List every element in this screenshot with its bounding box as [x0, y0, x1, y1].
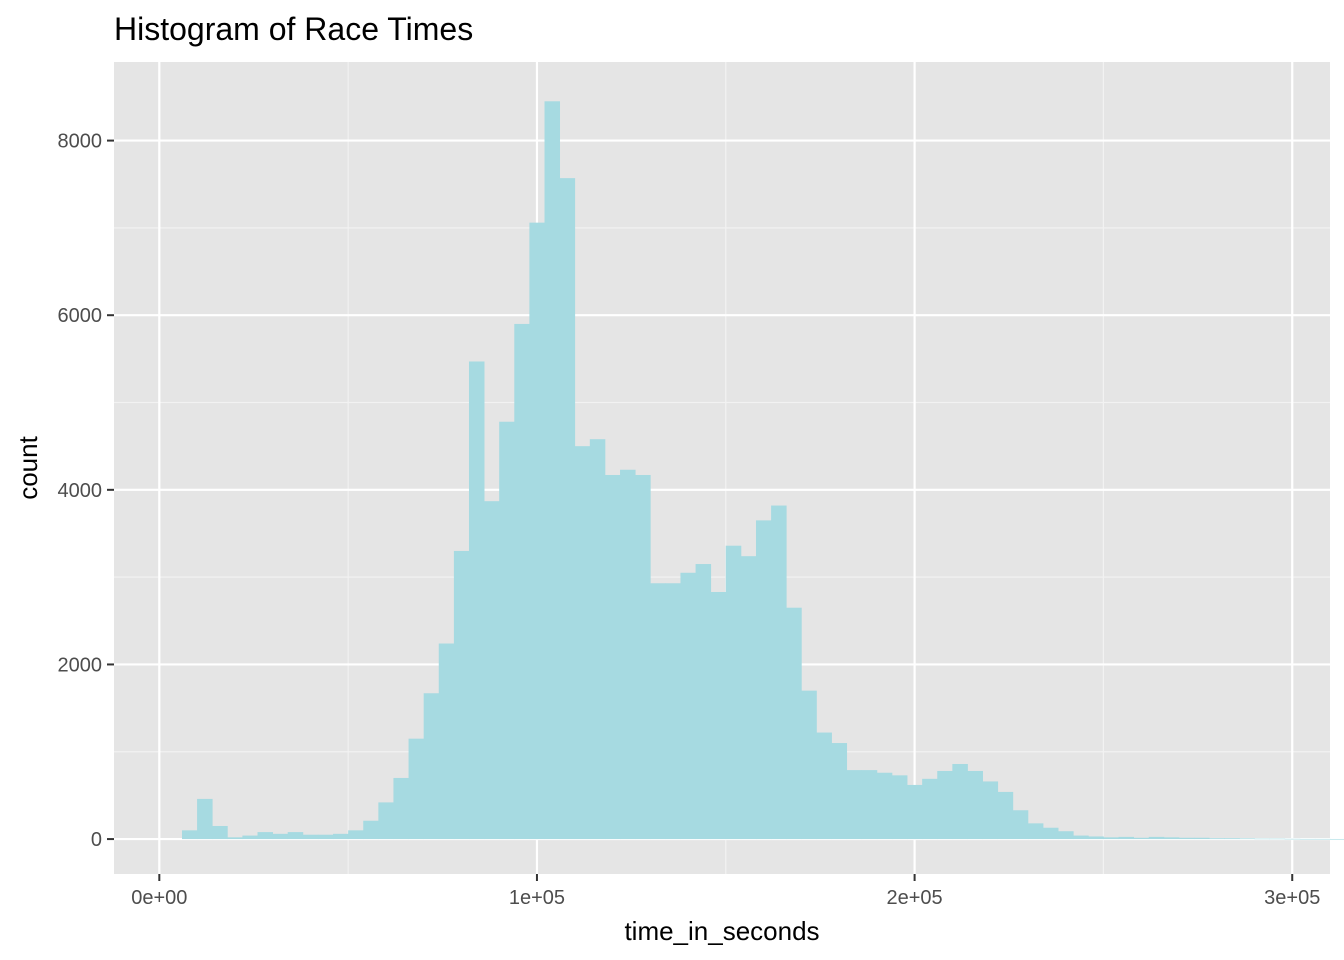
histogram-bar [1330, 838, 1344, 840]
histogram-bar [1269, 838, 1286, 840]
x-tick-label: 0e+00 [131, 887, 187, 909]
histogram-bar [650, 583, 666, 840]
y-axis-title: count [13, 435, 43, 499]
histogram-bar [589, 439, 606, 840]
x-tick-label: 1e+05 [509, 887, 565, 909]
histogram-bars [181, 101, 1344, 840]
histogram-bar [891, 775, 908, 840]
histogram-bar [604, 474, 621, 840]
histogram-bar [635, 474, 651, 840]
histogram-bar [302, 834, 319, 840]
histogram-bar [967, 770, 983, 840]
histogram-bar [1103, 837, 1119, 840]
histogram-bar [544, 101, 561, 840]
y-axis-ticks: 0 2000 4000 6000 8000 [58, 131, 114, 851]
histogram-bar [952, 763, 968, 840]
chart-title: Histogram of Race Times [114, 11, 473, 47]
histogram-bar [695, 564, 712, 840]
histogram-bar [907, 784, 923, 840]
histogram-bar [740, 556, 757, 840]
histogram-bar [514, 323, 530, 840]
histogram-bar [363, 820, 379, 840]
histogram-bar [1194, 837, 1210, 840]
histogram-bar [937, 770, 953, 840]
histogram-bar [1012, 810, 1029, 840]
x-tick-label: 2e+05 [887, 887, 943, 909]
y-tick-label: 2000 [58, 654, 103, 676]
histogram-bar [1058, 831, 1074, 840]
histogram-bar [982, 781, 999, 840]
histogram-bar [438, 643, 455, 840]
histogram-bar [1254, 838, 1270, 840]
histogram-bar [997, 791, 1014, 840]
histogram-bar [1163, 837, 1180, 840]
histogram-bar [197, 798, 213, 840]
histogram-bar [559, 178, 576, 840]
histogram-bar [771, 505, 787, 840]
histogram-bar [393, 777, 409, 840]
histogram-bar [227, 837, 243, 840]
x-axis-title: time_in_seconds [624, 916, 819, 946]
histogram-bar [181, 830, 198, 840]
histogram-bar [529, 222, 545, 840]
y-tick-label: 6000 [58, 305, 103, 327]
histogram-bar [801, 690, 817, 840]
histogram-bar [212, 825, 228, 840]
histogram-bar [348, 830, 364, 840]
histogram-bar [1224, 838, 1240, 840]
major-gridlines [114, 62, 1330, 874]
histogram-bar [1042, 827, 1059, 840]
y-tick-label: 0 [91, 829, 102, 851]
y-tick-label: 8000 [58, 131, 103, 153]
x-axis-ticks: 0e+00 1e+05 2e+05 3e+05 [131, 874, 1320, 909]
histogram-bar [1073, 835, 1089, 840]
histogram-bar [272, 833, 289, 840]
histogram-bar [1209, 838, 1225, 840]
histogram-bar [574, 446, 591, 840]
histogram-bar [378, 802, 394, 840]
histogram-bar [816, 732, 832, 840]
histogram-bar [408, 738, 425, 840]
x-tick-label: 3e+05 [1264, 887, 1320, 909]
histogram-bar [710, 591, 727, 840]
histogram-bar [468, 361, 485, 840]
histogram-bar [1284, 838, 1301, 840]
histogram-bar [423, 693, 440, 840]
histogram-bar [831, 743, 848, 840]
histogram-bar [242, 835, 258, 840]
histogram-bar [725, 545, 742, 840]
histogram-bar [1133, 837, 1150, 840]
histogram-bar [755, 520, 772, 840]
histogram-bar [680, 572, 696, 840]
histogram-bar [1178, 837, 1195, 840]
histogram-bar [620, 469, 636, 840]
histogram-bar [665, 583, 681, 840]
y-tick-label: 4000 [58, 480, 103, 502]
histogram-bar [1118, 836, 1135, 840]
histogram-bar [846, 770, 863, 840]
histogram-bar [1088, 836, 1104, 840]
histogram-bar [1027, 823, 1044, 840]
histogram-bar [922, 778, 938, 840]
histogram-bar [1314, 838, 1331, 840]
histogram-bar [317, 834, 334, 840]
histogram-bar [257, 832, 274, 840]
histogram-bar [1239, 838, 1255, 840]
histogram-bar [499, 421, 515, 840]
histogram-bar [861, 770, 878, 840]
histogram-bar [333, 833, 349, 840]
histogram-bar [876, 772, 893, 840]
histogram-bar [1299, 838, 1316, 840]
histogram-bar [1148, 836, 1165, 840]
histogram-bar [287, 832, 304, 840]
histogram-bar [786, 607, 802, 840]
histogram-bar [484, 501, 500, 840]
histogram-bar [453, 550, 470, 840]
